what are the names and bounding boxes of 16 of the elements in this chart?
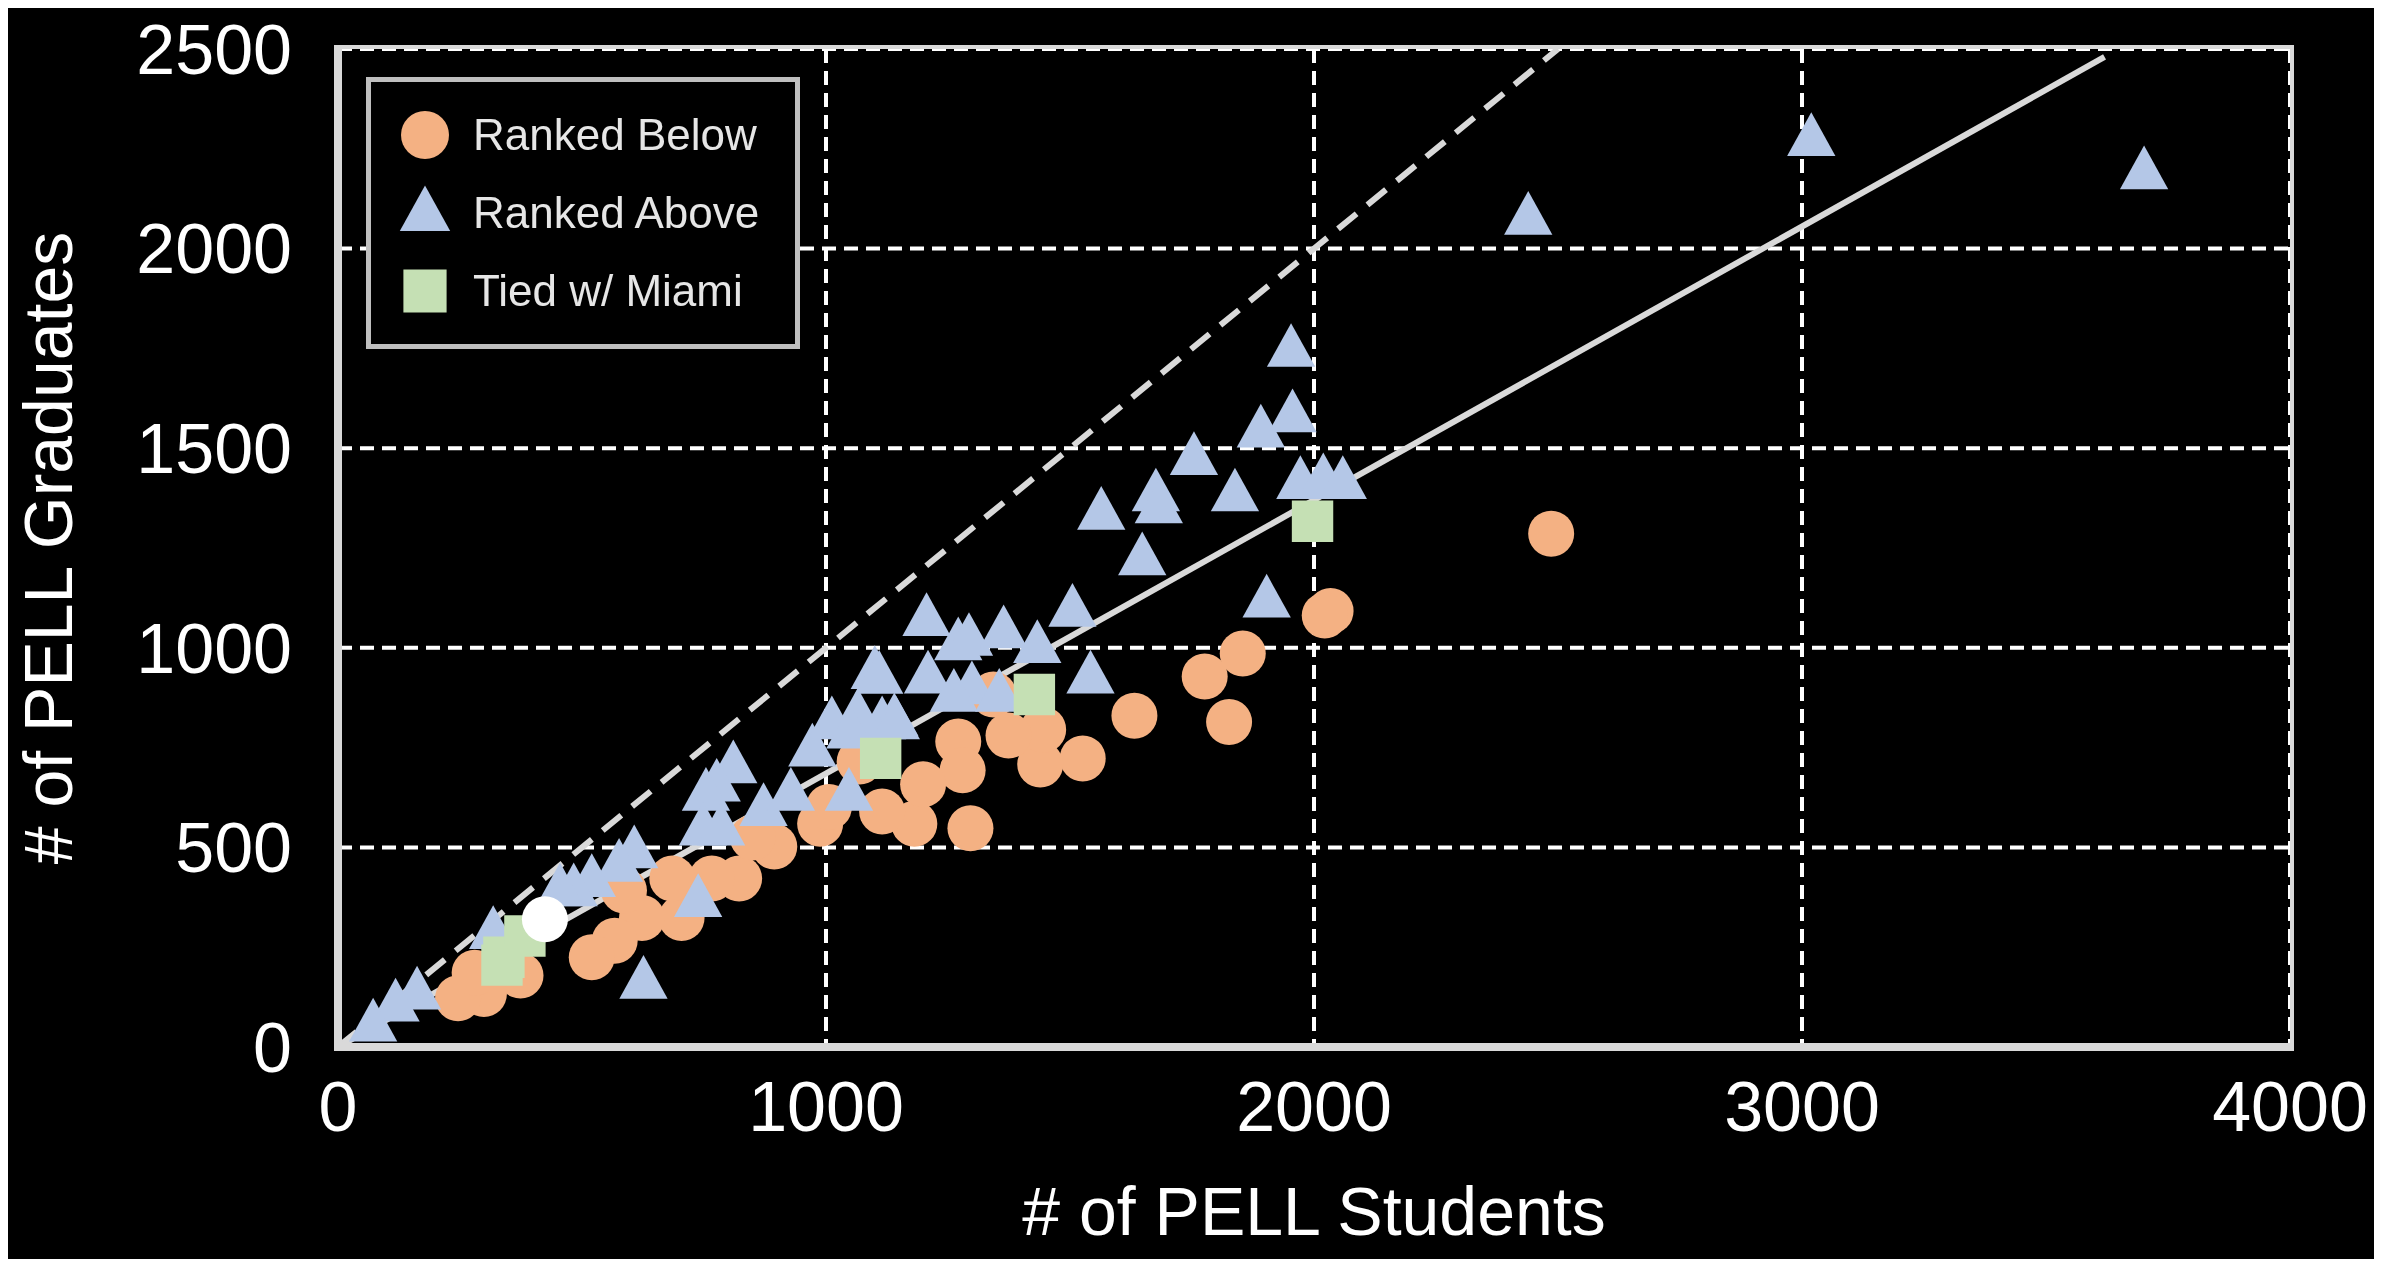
legend-label: Tied w/ Miami (473, 266, 743, 316)
y-tick-label: 500 (175, 809, 292, 888)
x-tick-label: 1000 (748, 1067, 904, 1146)
y-tick-label: 2000 (136, 210, 292, 289)
legend-label: Ranked Above (473, 188, 760, 238)
x-tick-label: 0 (318, 1067, 358, 1146)
x-tick-label: 4000 (2212, 1067, 2368, 1146)
y-tick-label: 1500 (136, 410, 292, 489)
y-tick-label: 0 (253, 1008, 292, 1087)
y-tick-label: 2500 (136, 10, 292, 89)
y-axis-title: # of PELL Graduates (9, 231, 87, 865)
x-axis-title: # of PELL Students (1021, 1172, 1607, 1251)
legend-label: Ranked Below (473, 110, 757, 160)
x-tick-label: 2000 (1236, 1067, 1392, 1146)
x-tick-label: 3000 (1724, 1067, 1880, 1146)
y-tick-label: 1000 (136, 609, 292, 688)
